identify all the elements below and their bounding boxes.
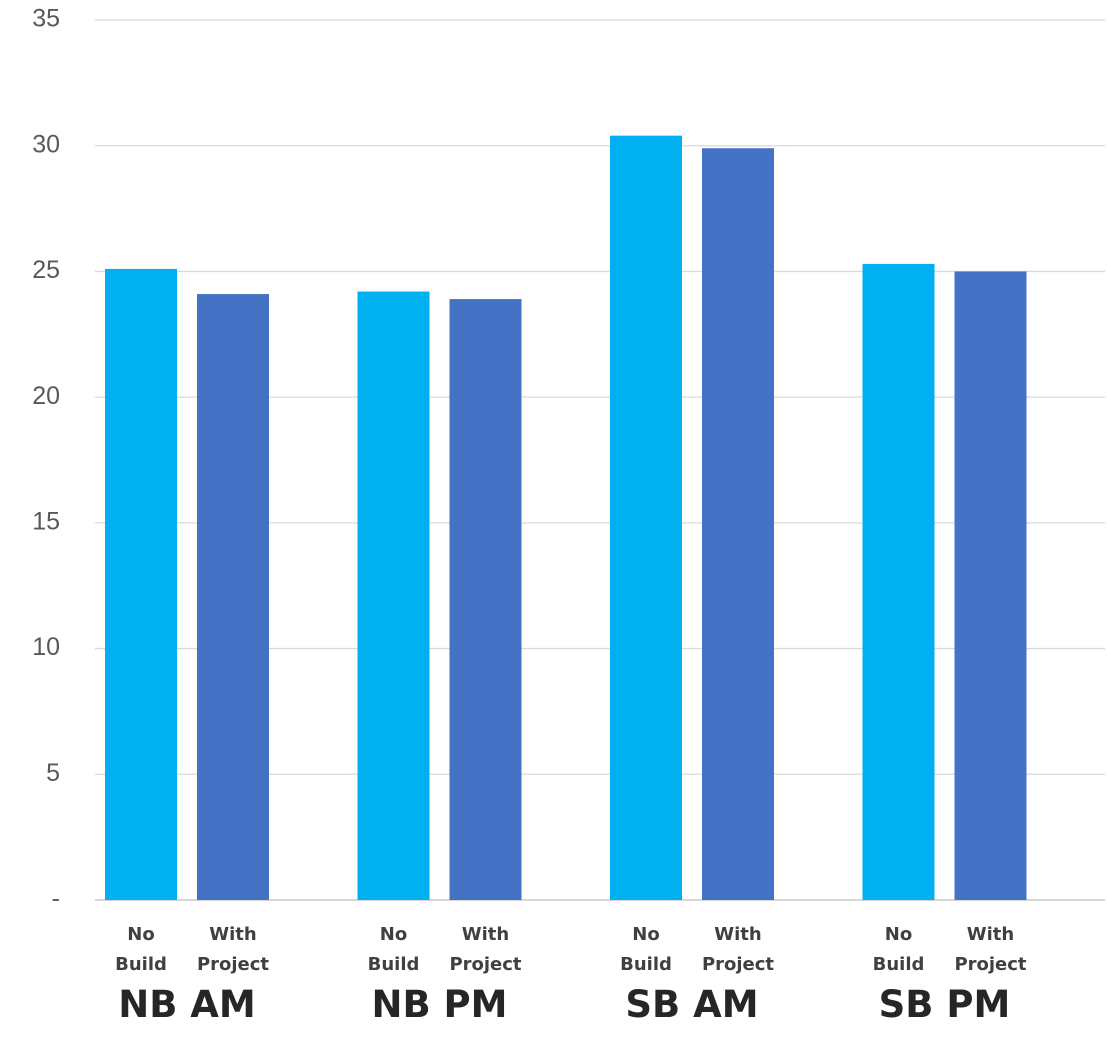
- bar-sub-label: Build: [115, 954, 167, 975]
- bar-sub-label: Build: [368, 954, 420, 975]
- y-tick-label: 35: [32, 5, 60, 33]
- y-tick-label: 15: [32, 507, 60, 535]
- bar-sub-label: No: [632, 924, 659, 945]
- bar-sub-label: Project: [449, 954, 521, 975]
- category-label: NB AM: [118, 983, 256, 1026]
- y-axis: - 5 10 15 20 25 30 35: [32, 5, 60, 913]
- y-tick-label: 30: [32, 130, 60, 158]
- x-axis: No Build With Project NB AM No Build With Projec…: [115, 924, 1027, 1026]
- bar: [105, 268, 177, 900]
- bar-sub-label: Project: [197, 954, 269, 975]
- bar-sub-label: With: [967, 924, 1014, 945]
- y-tick-label: -: [52, 885, 60, 913]
- bar-sub-label: No: [380, 924, 407, 945]
- bar: [702, 148, 774, 900]
- bar: [197, 294, 269, 900]
- bar-sub-label: No: [885, 924, 912, 945]
- bars: [105, 135, 1027, 901]
- bar-sub-label: Build: [873, 954, 925, 975]
- bar-sub-label: With: [714, 924, 761, 945]
- bar-sub-label: Project: [702, 954, 774, 975]
- y-tick-label: 25: [32, 256, 60, 284]
- bar: [862, 263, 935, 900]
- category-label: NB PM: [372, 983, 508, 1026]
- bar: [449, 299, 522, 901]
- category-label: SB PM: [879, 983, 1011, 1026]
- bar: [610, 135, 682, 900]
- bar-sub-label: With: [209, 924, 256, 945]
- bar: [954, 271, 1027, 900]
- bar-sub-label: Project: [954, 954, 1026, 975]
- bar: [357, 291, 430, 900]
- bar-sub-label: No: [127, 924, 154, 945]
- y-tick-label: 5: [46, 759, 60, 787]
- bar-sub-label: With: [462, 924, 509, 945]
- category-label: SB AM: [625, 983, 758, 1026]
- bar-sub-label: Build: [620, 954, 672, 975]
- y-tick-label: 10: [32, 633, 60, 661]
- y-tick-label: 20: [32, 382, 60, 410]
